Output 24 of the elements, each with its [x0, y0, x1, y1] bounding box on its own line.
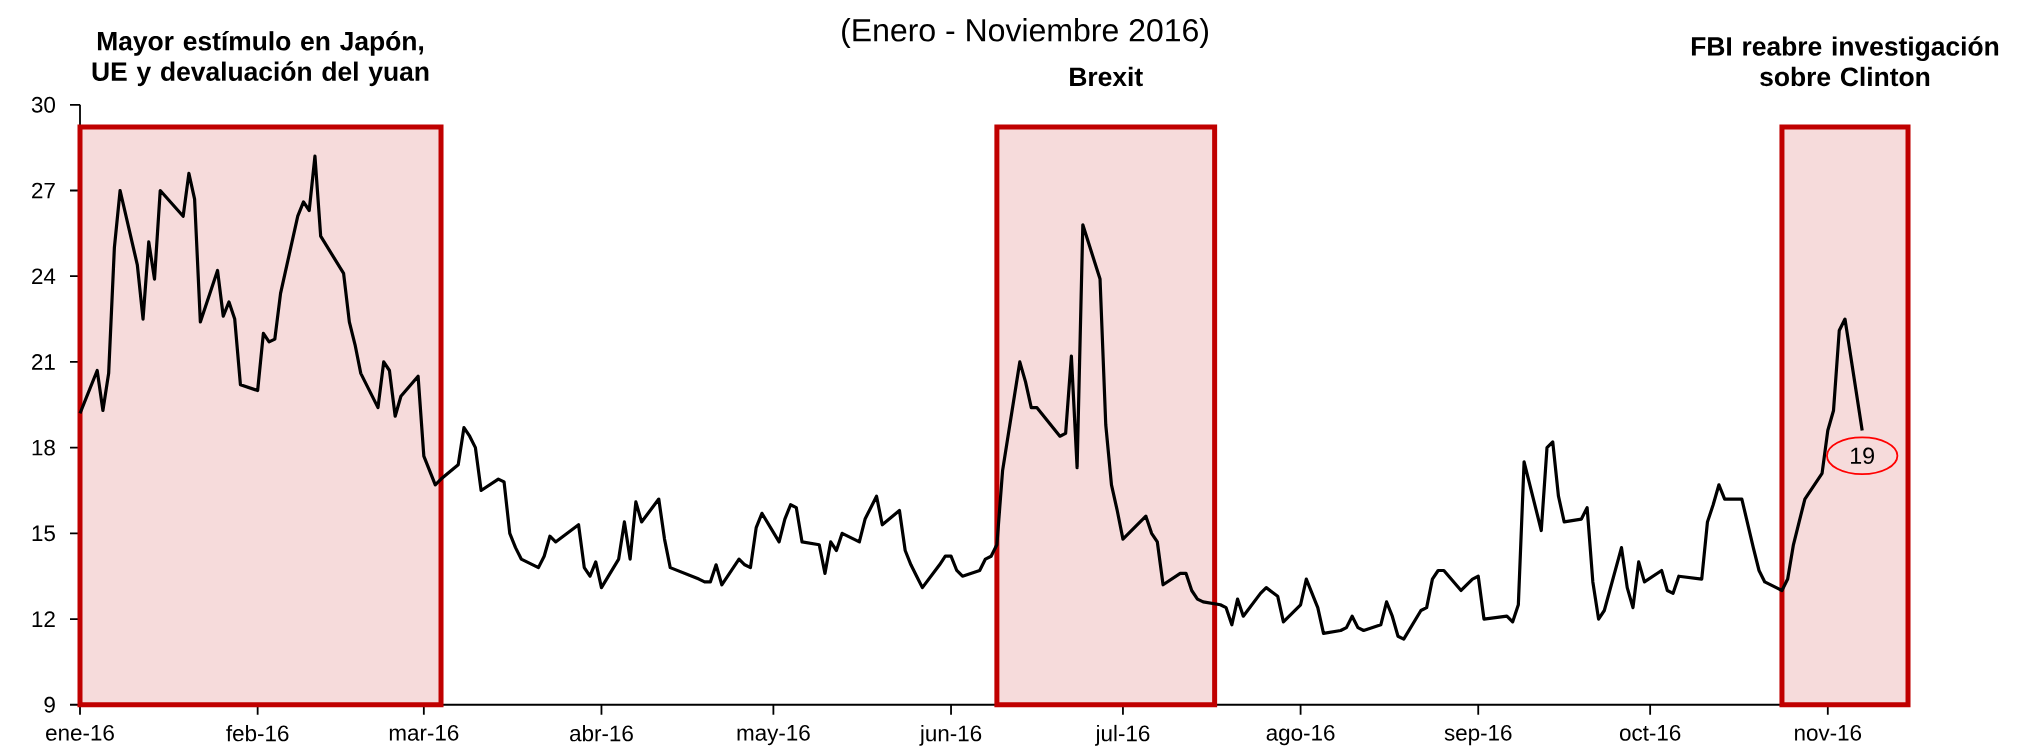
x-tick-label: ene-16: [46, 724, 114, 741]
x-tick-label: ago-16: [1266, 724, 1335, 746]
x-tick-label: feb-16: [226, 724, 289, 742]
x-tick-label: may-16: [737, 724, 810, 746]
y-tick-label: 12: [32, 611, 55, 627]
x-tick-label: jul-16: [1094, 724, 1150, 746]
chart-subtitle: (Enero - Noviembre 2016): [842, 18, 1208, 48]
band-label: Mayor estímulo en Japón, UE y devaluación del yuan: [92, 30, 429, 87]
band-label: Brexit: [1070, 66, 1143, 87]
y-tick-label: 21: [32, 354, 55, 370]
x-tick-label: mar-16: [389, 724, 459, 741]
band-label: FBI reabre investigación sobre Clinton: [1691, 36, 1999, 87]
x-tick-label: sep-16: [1444, 724, 1512, 746]
x-tick-label: nov-16: [1795, 724, 1862, 741]
x-tick-label: abr-16: [570, 724, 633, 742]
y-tick-label: 24: [32, 268, 56, 285]
x-tick-label: jun-16: [919, 724, 982, 746]
y-tick-label: 18: [32, 439, 55, 456]
annotation: 19: [1851, 447, 1874, 465]
y-tick-label: 9: [44, 696, 55, 713]
y-tick-label: 27: [32, 182, 55, 199]
y-tick-label: 30: [31, 96, 56, 113]
x-tick-label: oct-16: [1619, 724, 1681, 741]
y-tick-label: 15: [32, 525, 55, 542]
